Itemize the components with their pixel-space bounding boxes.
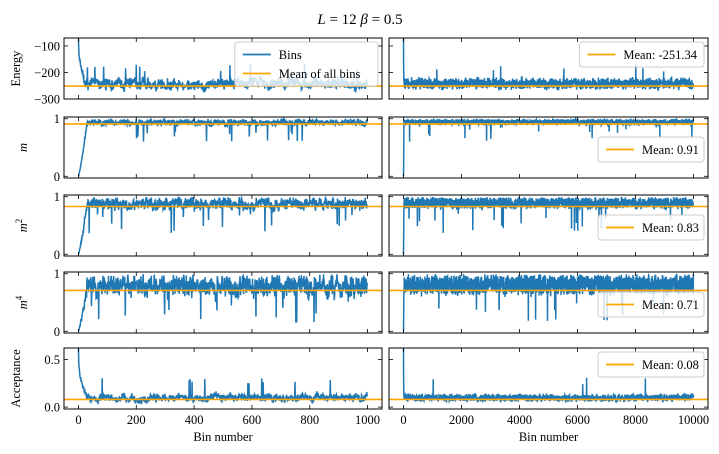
axes-frame xyxy=(63,194,383,257)
legend-label: Bins xyxy=(279,48,302,62)
y-tick-label: 1 xyxy=(54,267,60,281)
y-axis-label: Energy xyxy=(9,50,23,87)
bins-series-line xyxy=(77,348,369,406)
title-beta-value: = 0.5 xyxy=(368,12,403,28)
y-axis-label: Acceptance xyxy=(9,349,23,408)
y-tick-label: 0 xyxy=(54,248,60,262)
legend-box xyxy=(597,291,705,318)
legend: Mean: 0.91 xyxy=(597,136,705,163)
panel-m4-left: 0 1 m4 xyxy=(14,267,383,339)
y-tick-label: 0.0 xyxy=(44,401,60,415)
panel-m2-right: Mean: 0.83 xyxy=(388,194,709,257)
bins-series-line xyxy=(77,117,368,177)
x-tick-label: 0 xyxy=(400,413,406,427)
x-tick-label: 600 xyxy=(243,413,262,427)
panel-energy-left: −100 −200 −300 Energy Bins Mean of all bins xyxy=(9,37,383,107)
y-axis-label-exponent: 4 xyxy=(14,295,24,300)
title-L-symbol: L xyxy=(316,12,325,28)
y-axis-label-base: m xyxy=(16,223,30,232)
panel-m4-right: Mean: 0.71 xyxy=(388,271,709,334)
legend-box xyxy=(597,136,705,163)
axes-frame xyxy=(388,116,709,179)
y-tick-label: −300 xyxy=(34,93,60,107)
panel-m-right: Mean: 0.91 xyxy=(388,116,709,179)
title-text: L = 12 β = 0.5 xyxy=(316,12,402,28)
legend-label: Mean: 0.91 xyxy=(642,143,699,157)
y-tick-label: 1 xyxy=(54,190,60,204)
legend: Mean: 0.83 xyxy=(597,214,705,241)
title-beta-symbol: β xyxy=(359,12,368,28)
x-tick-label: 4000 xyxy=(507,413,532,427)
axes-frame xyxy=(63,271,383,334)
legend-label: Mean: 0.83 xyxy=(642,221,699,235)
panel-acceptance-left: 0 200 400 600 800 1000 Bin number 0.0 0.5 Accepta… xyxy=(9,347,383,444)
y-tick-label: 0 xyxy=(54,170,60,184)
y-tick-label: −200 xyxy=(34,66,60,80)
title-L-value: = 12 xyxy=(326,12,361,28)
x-axis-label: Bin number xyxy=(519,430,579,444)
legend-box xyxy=(234,41,379,87)
x-tick-label: 8000 xyxy=(623,413,648,427)
bins-series-line xyxy=(402,117,695,177)
bins-series-line xyxy=(77,195,369,255)
y-axis-label-base: m xyxy=(16,300,30,309)
y-tick-label: 0 xyxy=(54,325,60,339)
legend-label: Mean: -251.34 xyxy=(623,48,697,62)
legend: Mean: -251.34 xyxy=(578,41,705,68)
y-tick-label: −100 xyxy=(34,39,60,53)
axes-frame xyxy=(388,37,709,100)
y-axis-label: m4 xyxy=(14,295,30,309)
axes-frame xyxy=(388,347,709,410)
axes-frame xyxy=(388,194,709,257)
legend-box xyxy=(597,214,705,241)
axes-frame xyxy=(63,116,383,179)
y-tick-label: 0.5 xyxy=(44,353,60,367)
figure-title: L = 12 β = 0.5 xyxy=(316,12,402,28)
y-axis-label: m xyxy=(16,143,30,152)
x-tick-label: 2000 xyxy=(449,413,474,427)
bins-series-line xyxy=(77,274,369,332)
x-tick-label: 0 xyxy=(75,413,81,427)
x-tick-label: 400 xyxy=(185,413,204,427)
legend-label: Mean: 0.71 xyxy=(642,298,699,312)
panel-energy-right: Mean: -251.34 xyxy=(388,37,709,100)
bins-series-line xyxy=(402,196,695,255)
x-tick-label: 6000 xyxy=(565,413,590,427)
axes-frame xyxy=(388,271,709,334)
y-tick-label: 1 xyxy=(54,112,60,126)
legend-label: Mean: 0.08 xyxy=(642,358,699,372)
legend: Mean: 0.71 xyxy=(597,291,705,318)
axes-frame xyxy=(63,37,383,100)
x-tick-label: 10000 xyxy=(678,413,709,427)
legend-label: Mean of all bins xyxy=(279,67,361,81)
y-axis-label: m2 xyxy=(14,219,30,233)
legend-box xyxy=(578,41,705,68)
legend-box xyxy=(597,351,705,378)
x-tick-label: 200 xyxy=(127,413,146,427)
panel-acceptance-right: 0 2000 4000 6000 8000 10000 Bin number Mean: 0.… xyxy=(388,347,709,444)
x-axis-label: Bin number xyxy=(193,430,253,444)
panel-m-left: 0 1 m xyxy=(16,112,383,184)
x-tick-label: 800 xyxy=(300,413,319,427)
x-tick-label: 1000 xyxy=(355,413,380,427)
legend: Bins Mean of all bins xyxy=(234,41,379,87)
legend: Mean: 0.08 xyxy=(597,351,705,378)
axes-frame xyxy=(63,347,383,410)
y-axis-label-text: m xyxy=(16,143,30,152)
y-axis-label-exponent: 2 xyxy=(14,219,24,224)
panel-m2-left: 0 1 m2 xyxy=(14,190,383,262)
